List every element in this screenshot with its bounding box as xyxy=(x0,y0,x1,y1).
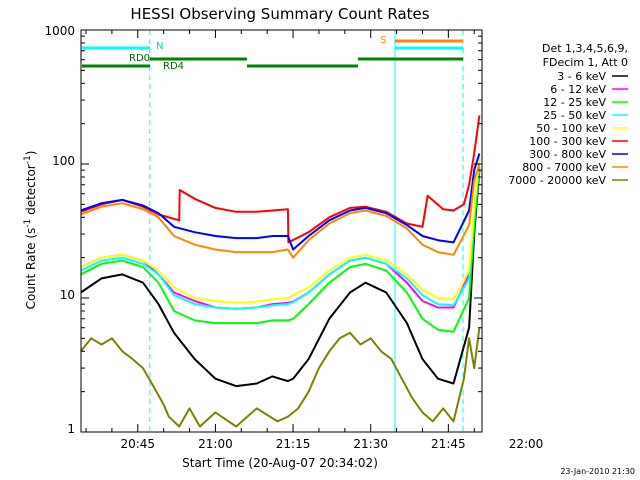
x-tick-label: 21:15 xyxy=(276,437,311,451)
legend-label: 12 - 25 keV xyxy=(543,96,606,109)
series-line-3-6-kev xyxy=(80,170,481,388)
series-line-12-25-kev xyxy=(80,166,481,333)
y-axis-label-sup: -1 xyxy=(23,219,33,228)
x-tick-label: 20:45 xyxy=(120,437,155,451)
legend-label: 3 - 6 keV xyxy=(557,70,606,83)
axis-layer xyxy=(81,30,482,433)
legend: Det 1,3,4,5,6,9, FDecim 1, Att 0 3 - 6 k… xyxy=(508,42,628,187)
y-axis-label-sup: -1 xyxy=(23,155,33,164)
footer-timestamp: 23-Jan-2010 21:30 xyxy=(560,467,635,476)
series-line-100-300-kev xyxy=(80,115,481,244)
x-axis-label: Start Time (20-Aug-07 20:34:02) xyxy=(182,456,378,470)
legend-label: 50 - 100 keV xyxy=(536,122,606,135)
x-tick-label: 21:45 xyxy=(431,437,466,451)
y-tick-label: 100 xyxy=(52,154,75,168)
series-line-50-100-kev xyxy=(80,155,481,304)
y-axis-label-part: Count Rate (s xyxy=(24,228,38,310)
series-line-25-50-kev xyxy=(80,158,481,310)
legend-title-line-2: FDecim 1, Att 0 xyxy=(543,56,628,69)
legend-label: 7000 - 20000 keV xyxy=(508,174,606,187)
series-line-800-7000-kev xyxy=(80,163,481,259)
series-line-7000-20000-kev xyxy=(80,327,481,428)
annotation-n: N xyxy=(156,41,163,52)
y-axis-label: Count Rate (s-1 detector-1) xyxy=(23,151,38,310)
chart-title: HESSI Observing Summary Count Rates xyxy=(130,5,429,23)
x-tick-labels: 20:45 21:00 21:15 21:30 21:45 22:00 xyxy=(120,437,543,451)
y-axis-label-part: ) xyxy=(24,151,38,156)
legend-label: 6 - 12 keV xyxy=(550,83,606,96)
annotation-rd0: RD0 xyxy=(129,53,150,64)
y-tick-label: 1 xyxy=(67,422,75,436)
series-layer xyxy=(80,115,481,428)
y-tick-label: 1000 xyxy=(44,24,75,38)
legend-label: 100 - 300 keV xyxy=(529,135,606,148)
y-tick-labels: 1 10 100 1000 xyxy=(44,24,75,436)
y-axis-label-part: detector xyxy=(24,164,38,219)
annotation-s: S xyxy=(380,35,386,46)
legend-label: 300 - 800 keV xyxy=(529,148,606,161)
x-tick-label: 21:00 xyxy=(198,437,233,451)
x-tick-label: 21:30 xyxy=(353,437,388,451)
plot-frame xyxy=(80,29,483,433)
annotation-rd4: RD4 xyxy=(163,61,184,72)
legend-label: 800 - 7000 keV xyxy=(522,161,606,174)
series-line-300-800-kev xyxy=(80,153,481,251)
annotation-bars: N S RD0 RD4 xyxy=(82,30,464,432)
legend-title-line-1: Det 1,3,4,5,6,9, xyxy=(542,42,628,55)
legend-label: 25 - 50 keV xyxy=(543,109,606,122)
x-tick-label: 22:00 xyxy=(509,437,544,451)
y-tick-label: 10 xyxy=(60,288,75,302)
